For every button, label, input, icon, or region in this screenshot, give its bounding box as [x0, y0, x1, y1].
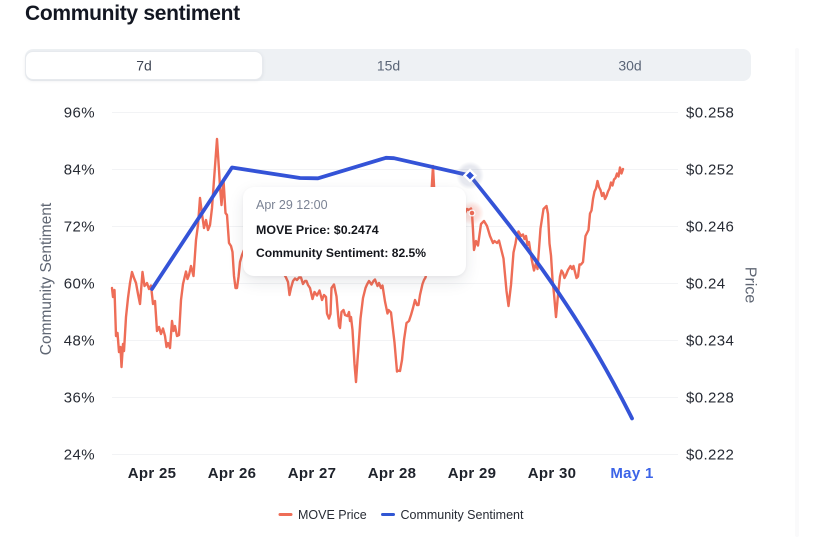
svg-text:$0.228: $0.228	[686, 390, 734, 407]
svg-text:May 1: May 1	[610, 465, 653, 482]
svg-text:24%: 24%	[64, 447, 95, 464]
svg-text:Apr 29: Apr 29	[448, 465, 497, 482]
svg-text:$0.234: $0.234	[686, 333, 734, 350]
svg-text:Price: Price	[742, 267, 759, 304]
svg-text:36%: 36%	[64, 390, 95, 407]
svg-text:$0.222: $0.222	[686, 447, 734, 464]
svg-text:$0.258: $0.258	[686, 105, 734, 122]
svg-text:Community Sentiment: Community Sentiment	[38, 202, 55, 355]
svg-text:Apr 27: Apr 27	[288, 465, 337, 482]
svg-text:Apr 28: Apr 28	[368, 465, 417, 482]
svg-text:$0.24: $0.24	[686, 276, 726, 293]
svg-text:96%: 96%	[64, 105, 95, 122]
svg-text:Community Sentiment: Community Sentiment	[401, 508, 524, 522]
svg-text:48%: 48%	[64, 333, 95, 350]
svg-text:$0.252: $0.252	[686, 162, 734, 179]
svg-text:84%: 84%	[64, 162, 95, 179]
svg-text:Apr 30: Apr 30	[528, 465, 577, 482]
svg-text:$0.246: $0.246	[686, 219, 734, 236]
svg-text:MOVE Price: MOVE Price	[298, 508, 367, 522]
svg-text:Apr 25: Apr 25	[128, 465, 177, 482]
svg-text:60%: 60%	[64, 276, 95, 293]
svg-text:72%: 72%	[64, 219, 95, 236]
svg-text:Apr 26: Apr 26	[208, 465, 257, 482]
